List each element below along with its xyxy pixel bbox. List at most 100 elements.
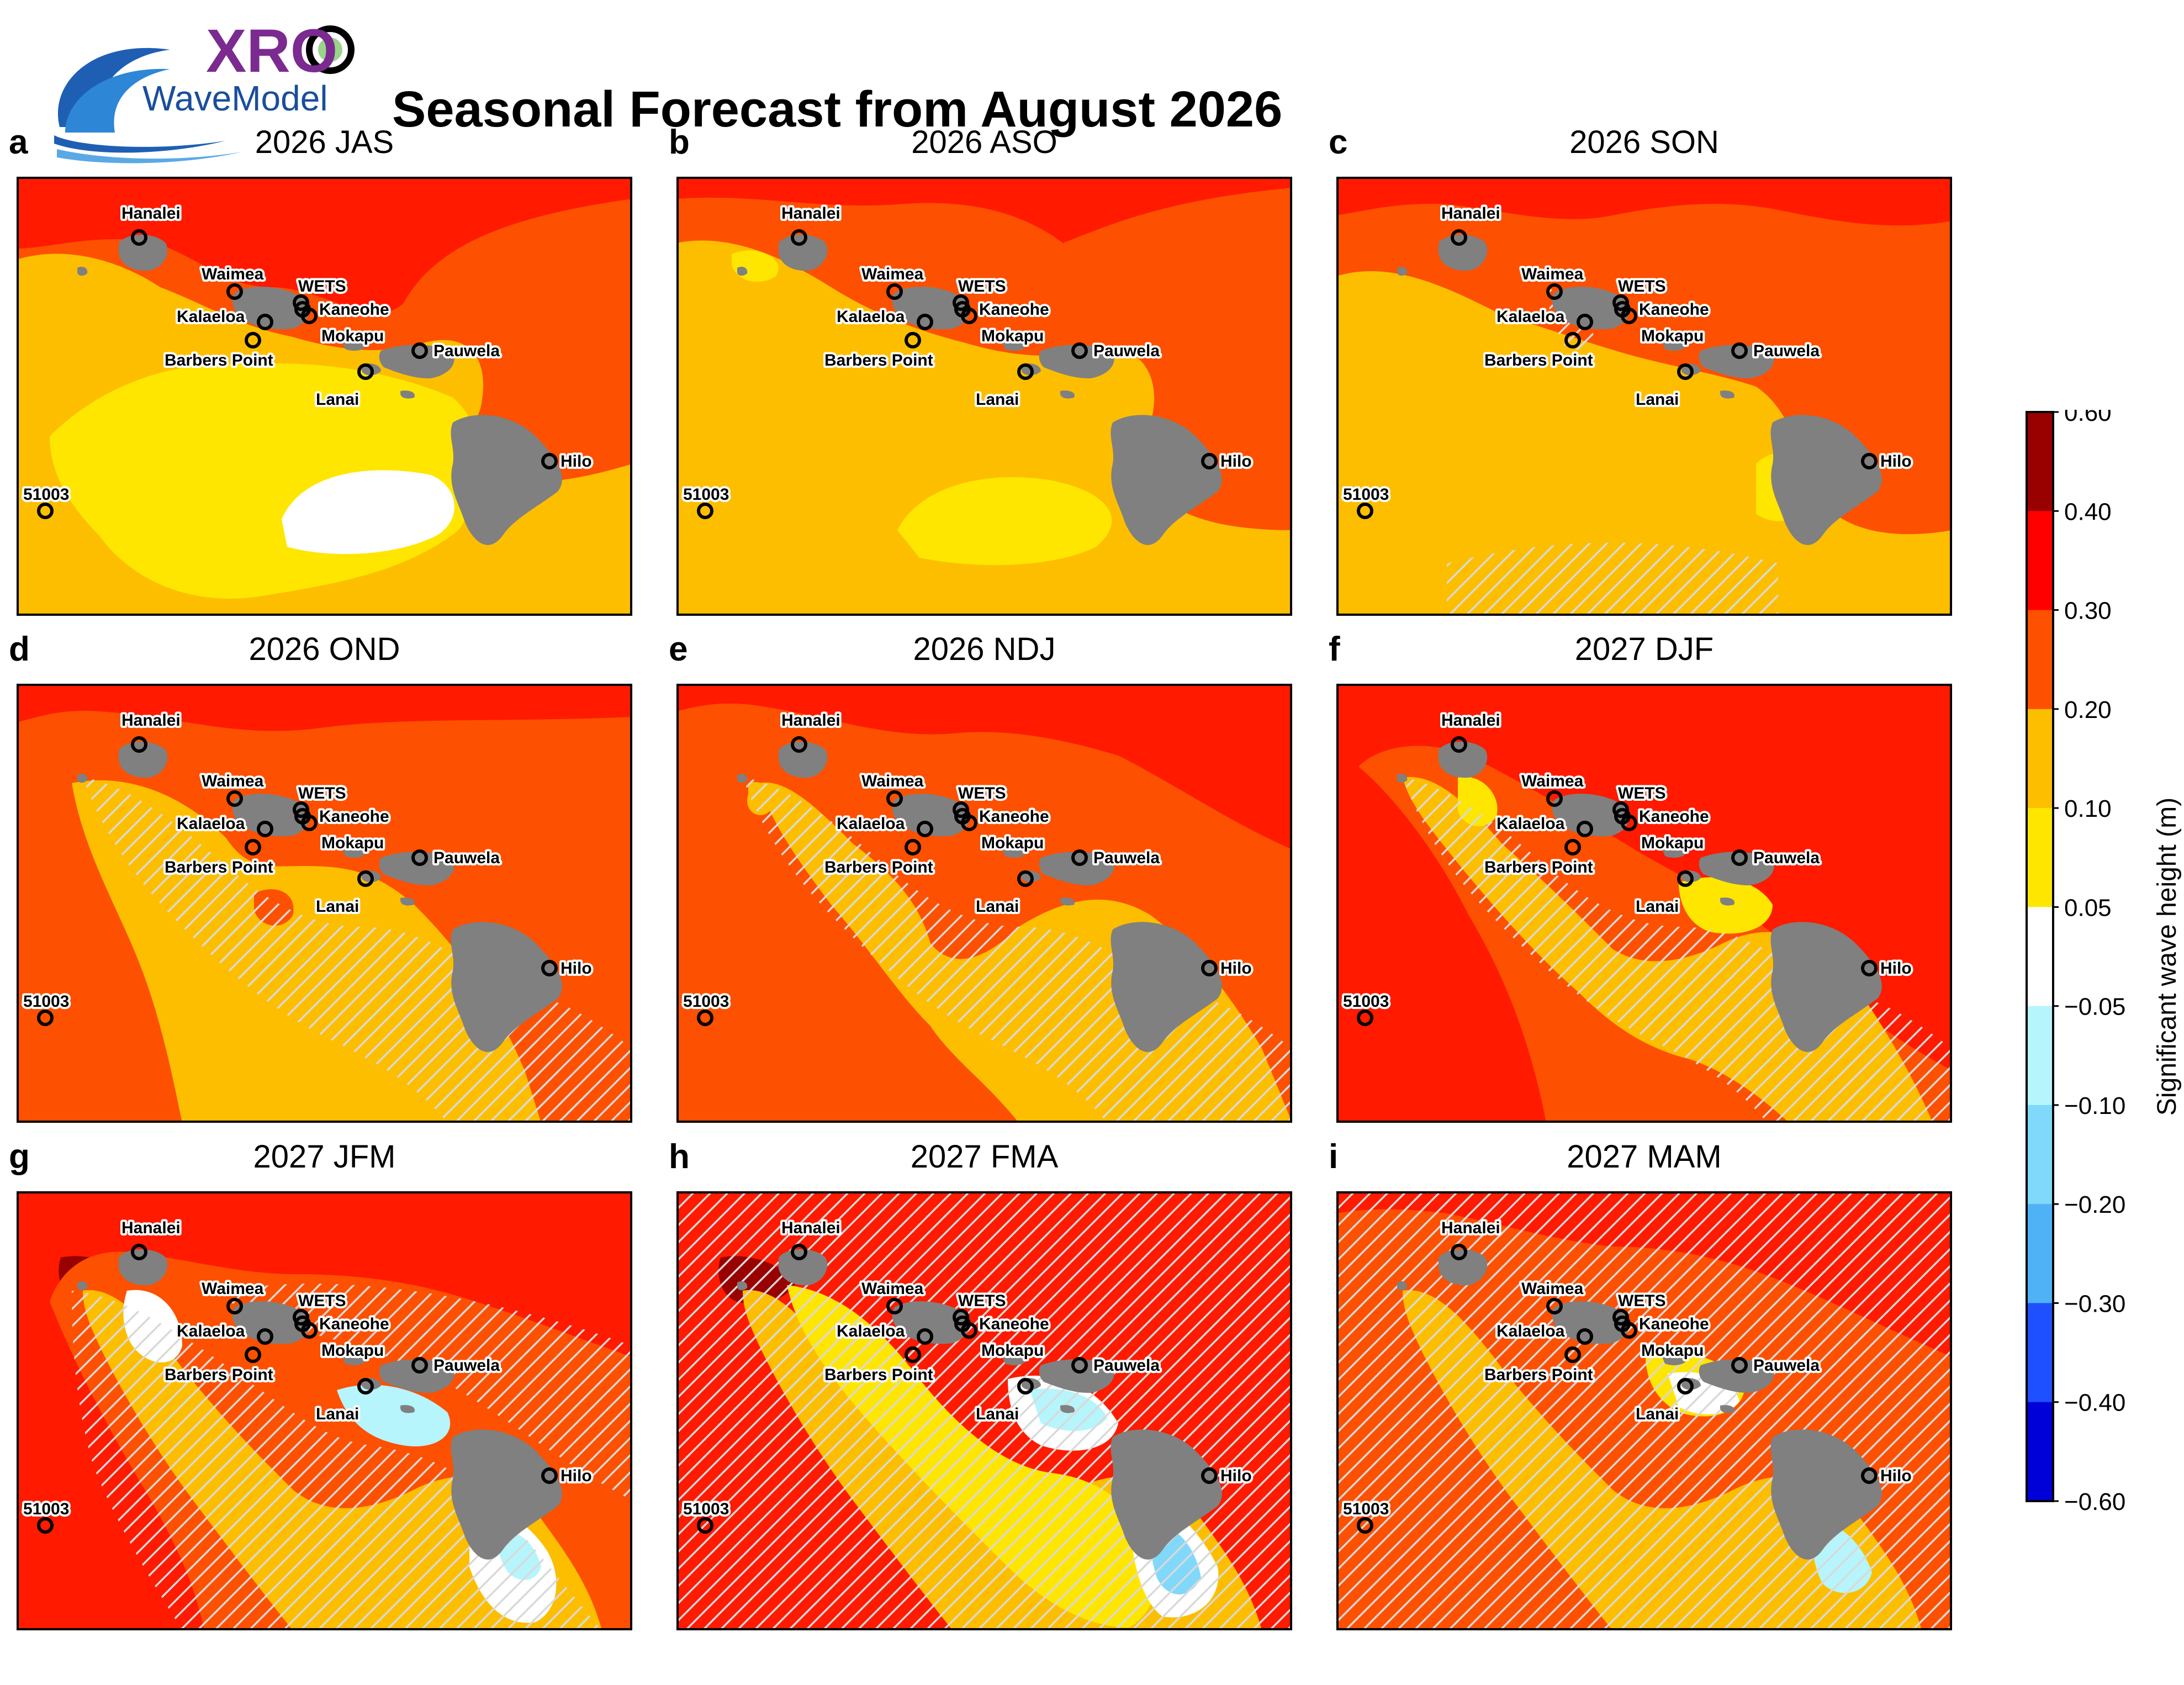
island-land	[1060, 390, 1075, 399]
station-label: Mokapu	[981, 1341, 1044, 1360]
station-label: Mokapu	[1641, 834, 1704, 852]
station-label-halo: Kalaeloa	[177, 308, 245, 326]
station-label: 51003	[683, 992, 729, 1011]
station-circle-icon	[1677, 363, 1694, 380]
island-land	[400, 897, 415, 906]
station-label-halo: Barbers Point	[824, 1366, 933, 1384]
station-label-halo: Barbers Point	[165, 351, 273, 369]
station-label-halo: Pauwela	[433, 1356, 500, 1375]
anomaly-region	[676, 684, 1292, 849]
station-label: Kalaeloa	[177, 308, 245, 326]
logo-text-top: XRO	[206, 17, 337, 85]
station-label: Pauwela	[1093, 1356, 1160, 1375]
station-circle-icon	[245, 332, 261, 348]
island-land	[232, 287, 310, 330]
station-circle-icon	[961, 1322, 977, 1339]
island-land	[892, 794, 970, 837]
station-circle-icon	[961, 308, 977, 324]
station-label: Hilo	[1220, 452, 1252, 471]
station-label-halo: Hanalei	[121, 1219, 181, 1237]
station-label-halo: Pauwela	[1093, 849, 1160, 867]
station-label-halo: Kaneohe	[319, 1315, 389, 1333]
station-label: Lanai	[976, 390, 1019, 409]
significance-hatch	[1447, 542, 1778, 616]
station-label-halo: Kalaeloa	[177, 815, 245, 833]
station-label-halo: Kaneohe	[1639, 807, 1709, 826]
station-label-halo: Kalaeloa	[1496, 308, 1565, 326]
station-label-halo: Kaneohe	[319, 807, 389, 826]
station-circle-icon	[257, 314, 273, 330]
station-circle-icon	[905, 839, 921, 855]
colorbar-tick-label: −0.60	[2064, 1488, 2125, 1512]
station-circle-icon	[917, 1328, 933, 1345]
station-label: Hanalei	[1441, 711, 1500, 730]
station-circle-icon	[1577, 821, 1593, 837]
anomaly-region	[1679, 877, 1773, 934]
station-label-halo: Waimea	[202, 1280, 264, 1298]
map-border	[1336, 177, 1952, 616]
station-circle-icon	[37, 1517, 54, 1534]
station-label-halo: Barbers Point	[1484, 351, 1593, 369]
station-label-halo: Hanalei	[121, 711, 181, 730]
map-border	[676, 684, 1292, 1123]
station-label-halo: Waimea	[1521, 1280, 1584, 1298]
station-circle-icon	[1677, 870, 1694, 887]
colorbar-segment	[2027, 1006, 2053, 1106]
station-label: Waimea	[202, 1280, 264, 1298]
station-label: 51003	[1343, 485, 1389, 504]
panel-title-f: 2027 DJF	[1574, 631, 1714, 667]
station-circle-icon	[1621, 308, 1637, 324]
station-label-halo: Hilo	[560, 959, 592, 978]
station-label: Hanalei	[781, 1219, 840, 1237]
island-land	[1397, 1281, 1408, 1291]
station-label-halo: Pauwela	[433, 342, 500, 360]
island-land	[1699, 1359, 1774, 1393]
island-land	[1110, 415, 1222, 545]
station-label: Mokapu	[321, 327, 384, 345]
station-circle-icon	[411, 849, 428, 866]
station-label-halo: Hilo	[560, 1467, 592, 1485]
colorbar: 0.60 0.40 0.30 0.20 0.10 0.05 −0.05 −0.10 −0.20 −…	[2026, 410, 2182, 1512]
station-label: Waimea	[861, 1280, 924, 1298]
station-label-halo: Mokapu	[981, 327, 1044, 345]
station-label-halo: Mokapu	[981, 834, 1044, 852]
colorbar-tick-label: 0.20	[2064, 696, 2112, 723]
station-circle-icon	[791, 1244, 807, 1260]
station-label-halo: Hilo	[1220, 452, 1252, 471]
station-label-halo: Kaneohe	[979, 1315, 1049, 1333]
station-label: Hanalei	[781, 204, 840, 223]
station-label-halo: Pauwela	[1753, 1356, 1820, 1375]
colorbar-tick-label: −0.30	[2064, 1290, 2125, 1317]
station-label: Pauwela	[1753, 849, 1820, 867]
station-label: WETS	[298, 784, 346, 802]
station-label: Kalaeloa	[1496, 1322, 1565, 1340]
station-label: Waimea	[861, 265, 924, 283]
